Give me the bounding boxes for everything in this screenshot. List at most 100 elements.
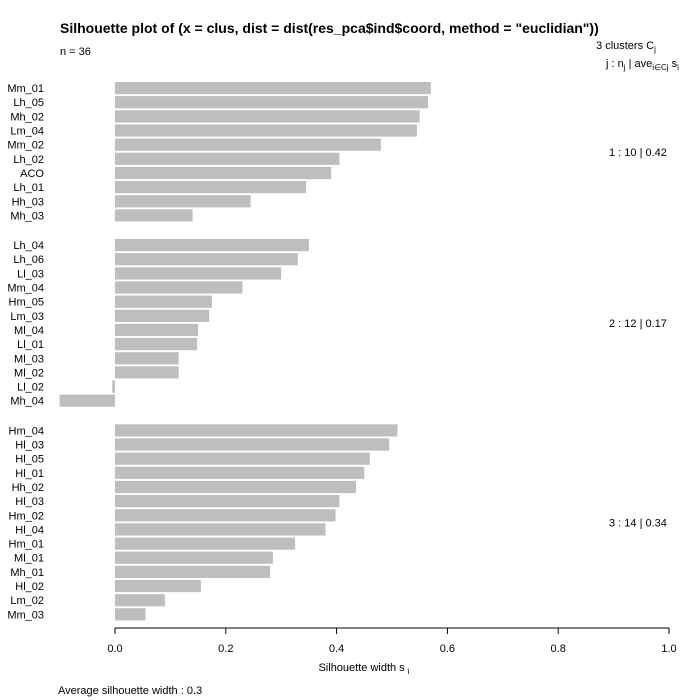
observation-label: Hl_05 xyxy=(15,454,44,466)
observation-label: Ml_03 xyxy=(14,353,44,365)
x-tick-label: 0.6 xyxy=(440,643,455,655)
cluster-labels-layer: 1 : 10 | 0.42 2 : 12 | 0.17 3 : 14 | 0.34 xyxy=(609,147,667,529)
observation-label: Lh_04 xyxy=(13,240,44,252)
x-tick-label: 1.0 xyxy=(661,643,676,655)
clusters-word: clusters xyxy=(605,40,644,52)
silhouette-bar xyxy=(115,110,420,123)
x-tick-label: 0.2 xyxy=(218,643,233,655)
observation-label: Mh_02 xyxy=(10,111,44,123)
legend-s: s xyxy=(671,58,678,70)
clusters-count: 3 xyxy=(596,40,603,52)
x-tick-label: 0.4 xyxy=(329,643,344,655)
silhouette-bar xyxy=(115,480,356,494)
clusters-symbol: C xyxy=(646,40,655,52)
observation-label: Hl_04 xyxy=(15,524,44,536)
silhouette-bar xyxy=(115,537,296,550)
cluster-summary-label: 3 : 14 | 0.34 xyxy=(609,517,667,529)
average-silhouette: Average silhouette width : 0.3 xyxy=(58,685,202,697)
observation-label: Lm_02 xyxy=(10,595,44,607)
x-axis-label: Silhouette width s i xyxy=(318,662,409,676)
observation-label: Ml_04 xyxy=(14,325,44,337)
silhouette-bar xyxy=(115,209,193,222)
observation-label: Lm_03 xyxy=(10,311,44,323)
observation-label: Hh_02 xyxy=(12,482,44,494)
average-silhouette-label: Average silhouette width : xyxy=(58,685,184,697)
silhouette-bar xyxy=(115,495,340,508)
observation-label: Lm_04 xyxy=(10,126,44,138)
x-axis-label-sub: i xyxy=(408,667,410,676)
observation-label: Ll_02 xyxy=(17,382,44,394)
names-layer: Mm_01 Lh_05 Mh_02 Lm_04 Mm_02 Lh_02 ACO Lh_01 Hh… xyxy=(7,83,44,621)
silhouette-bar xyxy=(115,281,243,294)
observation-label: Ll_03 xyxy=(17,268,44,280)
silhouette-bar xyxy=(115,509,336,522)
silhouette-bar xyxy=(115,195,251,208)
observation-label: ACO xyxy=(20,168,44,180)
silhouette-bar xyxy=(115,594,165,607)
silhouette-bar xyxy=(59,394,115,407)
cluster-summary-label: 2 : 12 | 0.17 xyxy=(609,318,667,330)
silhouette-bar xyxy=(115,466,365,479)
x-tick-label: 0.8 xyxy=(551,643,566,655)
x-axis: 0.0 0.2 0.4 0.6 0.8 1.0 xyxy=(107,627,677,655)
silhouette-bar xyxy=(115,124,417,137)
legend-sep: | xyxy=(628,58,632,70)
silhouette-bar xyxy=(115,523,326,536)
chart-title: Silhouette plot of (x = clus, dist = dis… xyxy=(60,20,599,36)
observation-label: Hl_03 xyxy=(15,440,44,452)
observation-label: Hl_01 xyxy=(15,468,44,480)
silhouette-bar xyxy=(115,579,201,593)
silhouette-bar xyxy=(115,424,398,437)
observation-label: Hl_02 xyxy=(15,581,44,593)
silhouette-bar xyxy=(115,551,273,564)
silhouette-bar xyxy=(115,309,210,322)
observation-label: Mh_03 xyxy=(10,210,44,222)
observation-label: Ml_02 xyxy=(14,367,44,379)
silhouette-bar xyxy=(115,152,340,165)
observation-label: Mm_04 xyxy=(7,283,44,295)
silhouette-bar xyxy=(115,565,271,578)
bars-layer xyxy=(59,82,431,621)
observation-label: Lh_01 xyxy=(13,182,44,194)
observation-label: Ll_01 xyxy=(17,339,44,351)
silhouette-bar xyxy=(115,438,390,451)
observation-label: Mm_01 xyxy=(7,83,44,95)
silhouette-bar xyxy=(115,366,179,379)
legend-nj-sub: j xyxy=(623,63,626,73)
silhouette-bar xyxy=(115,323,199,337)
legend-ave-sub: i∈Cj xyxy=(652,63,669,73)
observation-label: Lh_06 xyxy=(13,254,44,266)
silhouette-bar xyxy=(115,338,197,351)
observation-label: Mh_04 xyxy=(10,396,44,408)
silhouette-bar xyxy=(115,239,309,252)
observation-label: Ml_01 xyxy=(14,553,44,565)
observation-label: Mm_03 xyxy=(7,609,44,621)
legend-s-sub: i xyxy=(677,63,679,73)
silhouette-bar xyxy=(115,82,431,95)
sample-count: n = 36 xyxy=(60,46,91,58)
silhouette-bar xyxy=(115,452,370,465)
silhouette-bar xyxy=(115,253,298,266)
silhouette-bar xyxy=(112,380,115,393)
observation-label: Lh_05 xyxy=(13,97,44,109)
observation-label: Hl_03 xyxy=(15,496,44,508)
legend-ave: ave xyxy=(634,58,653,70)
silhouette-bar xyxy=(115,181,307,194)
legend-nj: n xyxy=(617,58,624,70)
silhouette-bar xyxy=(115,352,179,365)
average-silhouette-value: 0.3 xyxy=(186,685,203,697)
x-axis-label-text: Silhouette width s xyxy=(318,662,407,674)
clusters-symbol-sub: j xyxy=(654,45,656,55)
observation-label: Hm_01 xyxy=(9,539,44,551)
observation-label: Hm_02 xyxy=(9,510,44,522)
silhouette-bar xyxy=(115,138,381,151)
observation-label: Hh_03 xyxy=(12,196,44,208)
silhouette-bar xyxy=(115,295,212,308)
silhouette-bar xyxy=(115,166,332,180)
x-tick-label: 0.0 xyxy=(107,643,122,655)
observation-label: Mh_01 xyxy=(10,567,44,579)
observation-label: Hm_05 xyxy=(9,297,44,309)
legend-j: j : xyxy=(606,58,615,70)
silhouette-bar xyxy=(115,608,146,621)
